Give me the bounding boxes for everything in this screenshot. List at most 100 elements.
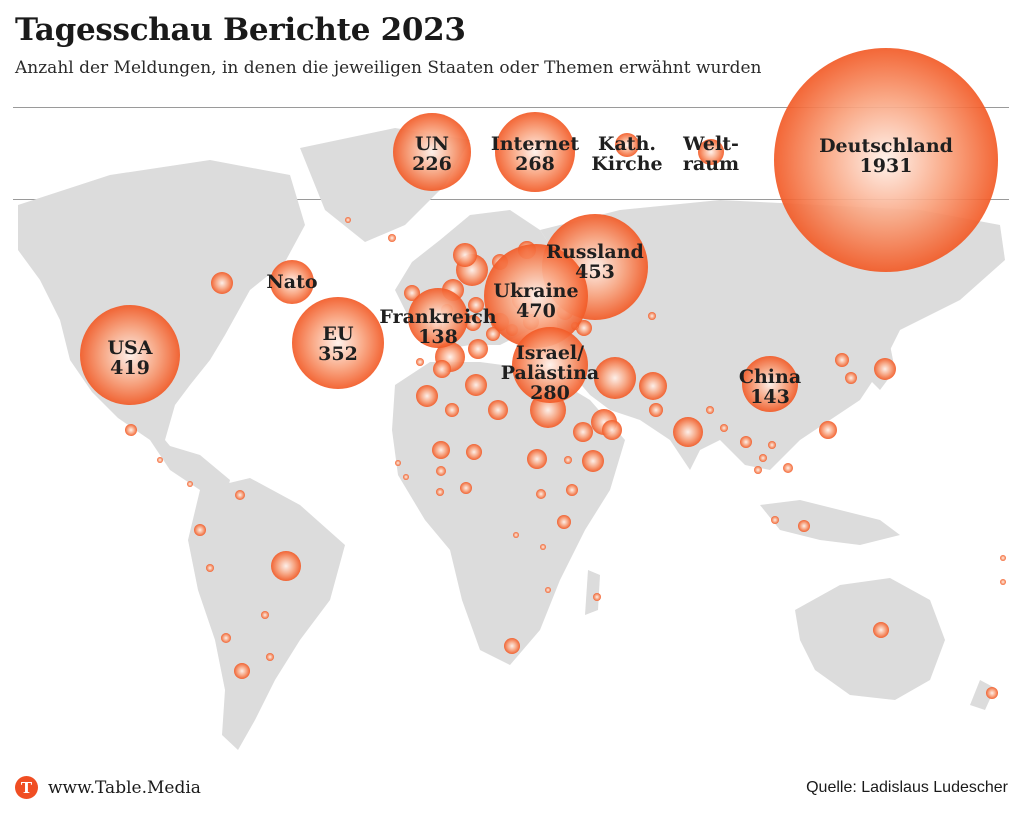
small-bubbles — [125, 217, 1006, 699]
country-bubble-49 — [759, 454, 767, 462]
country-bubble-2 — [157, 457, 163, 463]
country-bubble-33 — [566, 484, 578, 496]
country-bubble-42 — [639, 372, 667, 400]
country-bubble-39 — [593, 593, 601, 601]
country-bubble-4 — [194, 524, 206, 536]
labeled-bubbles: USA 419 Nato EU 352 Frankreich 138 Russland 453U… — [80, 214, 801, 412]
site-url[interactable]: www.Table.Media — [48, 777, 201, 798]
label-3: Frankreich 138 — [379, 306, 496, 348]
country-bubble-55 — [845, 372, 857, 384]
country-bubble-71 — [416, 358, 424, 366]
bubble-nato — [270, 260, 314, 304]
country-bubble-50 — [768, 441, 776, 449]
label-6: Israel/Palästina 280 — [501, 342, 599, 404]
country-bubble-38 — [545, 587, 551, 593]
legend-bubble-2 — [615, 133, 639, 157]
bubble-frankreich — [408, 288, 468, 348]
country-bubble-16 — [445, 403, 459, 417]
country-bubble-47 — [720, 424, 728, 432]
country-bubble-18 — [488, 400, 508, 420]
country-bubble-45 — [673, 417, 703, 447]
country-bubble-35 — [557, 515, 571, 529]
country-bubble-21 — [436, 466, 446, 476]
country-bubble-32 — [573, 422, 593, 442]
country-bubble-54 — [835, 353, 849, 367]
legend-label-1: Internet 268 — [491, 133, 579, 175]
country-bubble-53 — [819, 421, 837, 439]
country-bubble-12 — [388, 234, 396, 242]
legend-label-4: Deutschland 1931 — [819, 135, 953, 177]
country-bubble-80 — [486, 327, 500, 341]
legend-label-2: Kath. Kirche — [591, 133, 662, 175]
country-bubble-51 — [783, 463, 793, 473]
source-credit: Quelle: Ladislaus Ludescher — [806, 779, 1008, 796]
country-bubble-52 — [754, 466, 762, 474]
country-bubble-31 — [602, 420, 622, 440]
chart-title: Tagesschau Berichte 2023 — [15, 12, 466, 48]
country-bubble-41 — [594, 357, 636, 399]
legend-bubble-3 — [698, 139, 724, 165]
country-bubble-59 — [873, 622, 889, 638]
legend-bubble-4 — [774, 48, 998, 272]
bubble-israel — [512, 327, 588, 403]
country-bubble-37 — [540, 544, 546, 550]
legend-label-0: UN 226 — [412, 133, 452, 175]
country-bubble-3 — [187, 481, 193, 487]
country-bubble-5 — [235, 490, 245, 500]
country-bubble-10 — [266, 653, 274, 661]
country-bubble-36 — [513, 532, 519, 538]
label-7: China 143 — [739, 366, 801, 408]
country-bubble-56 — [874, 358, 896, 380]
chart-subtitle: Anzahl der Meldungen, in denen die jewei… — [15, 58, 762, 78]
country-bubble-60 — [986, 687, 998, 699]
country-bubble-22 — [460, 482, 472, 494]
country-bubble-68 — [465, 315, 481, 331]
country-bubble-46 — [706, 406, 714, 414]
country-bubble-40 — [504, 638, 520, 654]
country-bubble-70 — [433, 360, 451, 378]
country-bubble-1 — [125, 424, 137, 436]
footer-brand: T www.Table.Media — [15, 776, 201, 799]
label-4: Russland 453 — [546, 241, 644, 283]
country-bubble-43 — [649, 403, 663, 417]
country-bubble-14 — [404, 285, 420, 301]
country-bubble-57 — [798, 520, 810, 532]
country-bubble-76 — [453, 243, 477, 267]
bubble-usa — [80, 305, 180, 405]
country-bubble-73 — [468, 297, 484, 313]
country-bubble-64 — [576, 320, 592, 336]
country-bubble-13 — [345, 217, 351, 223]
label-2: EU 352 — [318, 323, 358, 365]
legend-top-rule — [13, 107, 1009, 108]
bubble-ukraine — [484, 244, 588, 348]
label-0: USA 419 — [107, 337, 152, 379]
country-bubble-44 — [648, 312, 656, 320]
legend-bubble-1 — [495, 112, 575, 192]
country-bubble-15 — [416, 385, 438, 407]
country-bubble-7 — [271, 551, 301, 581]
country-bubble-17 — [465, 374, 487, 396]
country-bubble-8 — [261, 611, 269, 619]
country-bubble-24 — [403, 474, 409, 480]
bubble-eu — [292, 297, 384, 389]
country-bubble-19 — [432, 441, 450, 459]
country-bubble-58 — [771, 516, 779, 524]
country-bubble-9 — [221, 633, 231, 643]
label-1: Nato — [266, 271, 317, 293]
country-bubble-83 — [468, 339, 488, 359]
country-bubble-48 — [740, 436, 752, 448]
country-bubble-20 — [466, 444, 482, 460]
legend-bubble-0 — [393, 113, 471, 191]
label-5: Ukraine 470 — [493, 280, 578, 322]
topic-legend: UN 226 Internet 268 Kath. Kirche Welt-raum Deut… — [393, 48, 998, 272]
table-media-logo: T — [15, 776, 38, 799]
country-bubble-23 — [436, 488, 444, 496]
country-bubble-29 — [582, 450, 604, 472]
legend-label-3: Welt-raum — [682, 133, 739, 175]
country-bubble-6 — [206, 564, 214, 572]
country-bubble-25 — [395, 460, 401, 466]
country-bubble-0 — [211, 272, 233, 294]
country-bubble-62 — [1000, 579, 1006, 585]
country-bubble-34 — [536, 489, 546, 499]
